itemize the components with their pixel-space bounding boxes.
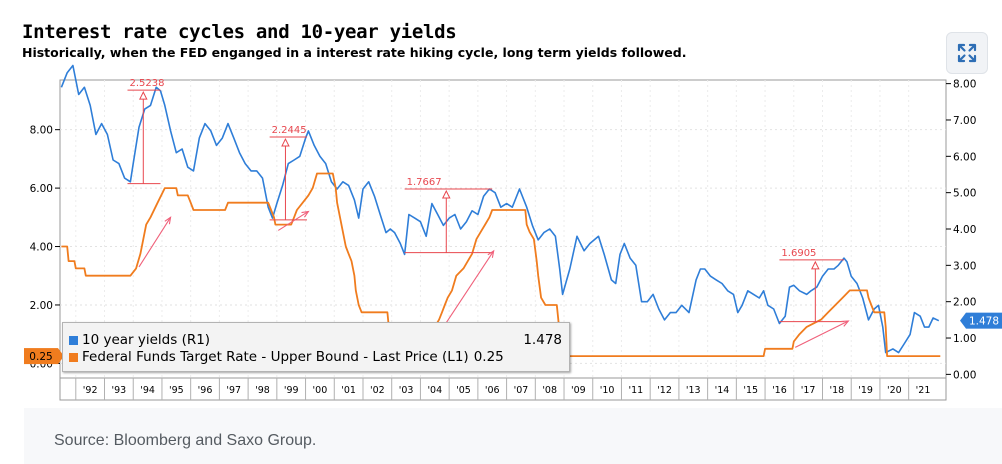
x-axis-tick-label: '04 [427,385,442,396]
last-value-label-fedfunds: 0.25 [29,351,52,363]
legend-value-yields: 1.478 [523,332,562,348]
right-axis-tick-label: 3.00 [953,260,976,272]
x-axis-tick-label: '92 [83,385,98,396]
annotation-arrowhead [138,91,148,100]
x-axis-tick-label: '95 [169,385,184,396]
legend-swatch-yields [69,335,78,345]
annotation-label: 2.2445 [272,125,307,136]
x-axis-tick-label: '01 [341,385,356,396]
x-axis-tick-label: '96 [198,385,213,396]
trend-arrow-head [841,320,850,327]
chart-legend: 10 year yields (R1) 1.478 Federal Funds … [62,322,570,372]
x-axis-tick-label: '21 [916,385,931,396]
x-axis-tick-label: '15 [743,385,758,396]
right-axis-tick-label: 1.00 [953,333,976,345]
footer [24,408,1002,464]
trend-arrow-head [164,216,172,225]
annotation-arrowhead [811,260,820,270]
legend-swatch-fedfunds [69,352,78,362]
x-axis-tick-label: '16 [772,385,787,396]
x-axis-tick-label: '06 [485,385,500,396]
left-axis-tick-label: 0.00 [30,358,53,370]
left-axis-tick-label: 4.00 [30,242,53,254]
trend-arrow-head [487,249,495,258]
annotation-label: 2.5238 [129,78,164,89]
x-axis-tick-label: '17 [801,385,816,396]
x-axis-tick-label: '99 [284,385,299,396]
right-axis-tick-label: 0.00 [953,369,976,381]
trend-arrow-line [277,211,309,231]
last-value-badge-pointer [960,312,966,329]
trend-arrow-line [138,217,172,268]
x-axis-tick-label: '14 [715,385,730,396]
right-axis-tick-label: 6.00 [953,151,976,163]
legend-item-yields: 10 year yields (R1) [69,331,210,349]
left-axis-tick-label: 8.00 [30,125,53,137]
legend-value-fedfunds: 0.25 [473,349,504,365]
chart-title: Interest rate cycles and 10-year yields [22,21,457,43]
x-axis-tick-label: '12 [657,385,672,396]
x-axis-strip [59,377,947,401]
right-axis-tick-label: 7.00 [953,115,976,127]
x-axis-tick-label: '93 [112,385,127,396]
x-axis-tick-label: '18 [830,385,845,396]
chart-subtitle: Historically, when the FED enganged in a… [22,45,687,60]
x-axis-tick-label: '09 [571,385,586,396]
annotation-label: 1.7667 [407,177,442,188]
annotation-label: 1.6905 [781,248,816,259]
x-axis-tick-label: '20 [887,385,902,396]
x-axis-tick-label: '13 [686,385,701,396]
annotation-arrowhead [441,189,451,199]
annotation-arrowhead [281,137,290,147]
expand-icon [957,43,977,63]
x-axis-tick-label: '19 [858,385,873,396]
x-axis-tick-label: '03 [399,385,414,396]
last-value-badge-fedfunds [24,348,58,365]
right-axis-tick-label: 4.00 [953,224,976,236]
trend-arrow-head [301,210,310,218]
legend-label-yields: 10 year yields (R1) [82,332,211,348]
trend-arrow-line [794,320,849,348]
left-axis-tick-label: 2.00 [30,300,53,312]
right-axis-tick-label: 5.00 [953,188,976,200]
legend-item-fedfunds: Federal Funds Target Rate - Upper Bound … [69,348,504,366]
x-axis-tick-label: '11 [628,385,643,396]
x-axis-tick-label: '97 [226,385,241,396]
annotation-3: 1.7667 [404,177,493,254]
legend-label-fedfunds: Federal Funds Target Rate - Upper Bound … [82,349,469,365]
last-value-badge-yields [966,312,1002,329]
x-axis-tick-label: '94 [140,385,155,396]
x-axis-tick-label: '05 [456,385,471,396]
right-axis-tick-label: 2.00 [953,297,976,309]
x-axis-tick-label: '10 [600,385,615,396]
right-axis-tick-label: 8.00 [953,79,976,91]
x-axis-tick-label: '08 [542,385,557,396]
x-axis-tick-label: '00 [313,385,328,396]
series-line-10y-yields [60,64,940,354]
annotation-2: 2.2445 [269,125,307,221]
last-value-label-yields: 1.478 [969,316,999,328]
x-axis-tick-label: '02 [370,385,385,396]
x-axis-tick-label: '07 [514,385,529,396]
source-note: Source: Bloomberg and Saxo Group. [54,432,317,449]
x-axis-tick-label: '98 [255,385,270,396]
left-axis-tick-label: 6.00 [30,183,53,195]
annotation-4: 1.6905 [779,248,845,323]
expand-button[interactable] [946,32,988,74]
annotation-1: 2.5238 [127,78,164,185]
